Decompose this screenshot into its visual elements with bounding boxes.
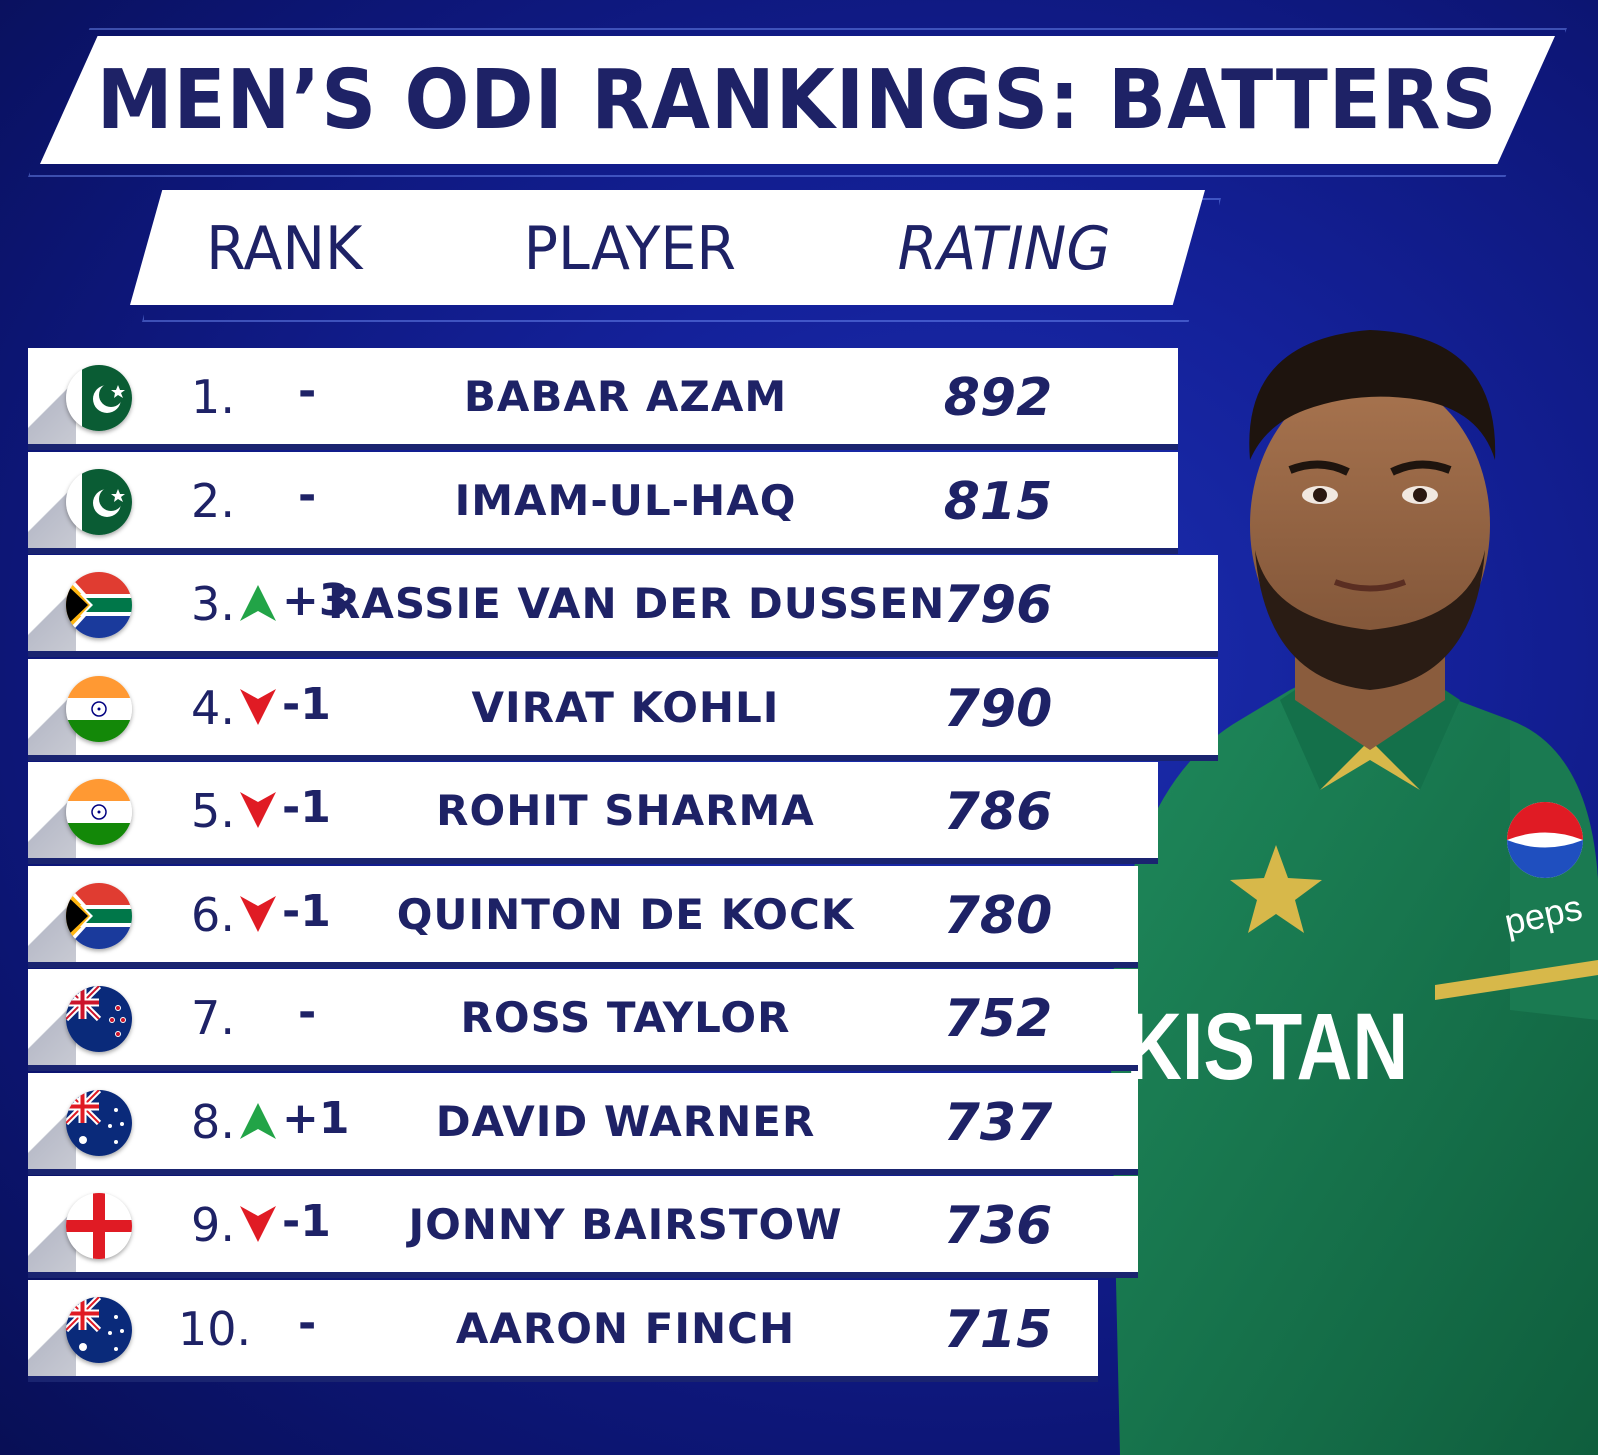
- player-rating: 790: [943, 678, 1053, 739]
- table-row: 1. - BABAR AZAM 892: [28, 348, 1178, 450]
- up-arrow-icon: [238, 583, 278, 623]
- down-arrow-icon: [238, 894, 278, 934]
- rank-number: 3.: [191, 577, 235, 631]
- rank-number: 2.: [191, 473, 235, 528]
- table-row: 4. -1 VIRAT KOHLI 790: [28, 658, 1218, 761]
- south-africa-flag-icon: [66, 882, 132, 949]
- player-rating: 752: [943, 989, 1053, 1049]
- new-zealand-flag-icon: [66, 986, 132, 1052]
- column-header-banner: RANK PLAYER RATING: [130, 190, 1205, 305]
- player-name: RASSIE VAN DER DUSSEN: [328, 579, 946, 628]
- rank-column-header: RANK: [206, 214, 363, 284]
- rank-change: -: [298, 987, 317, 1038]
- rank-change: -1: [238, 1196, 368, 1252]
- player-name: IMAM-UL-HAQ: [454, 475, 797, 525]
- player-rating: 780: [943, 885, 1053, 946]
- table-row: 9. -1 JONNY BAIRSTOW 736: [28, 1176, 1138, 1278]
- rank-number: 7.: [191, 991, 235, 1045]
- rank-change-value: -1: [282, 678, 331, 730]
- rank-change: -: [298, 469, 317, 521]
- rank-change: +1: [238, 1093, 368, 1149]
- rank-number: 9.: [191, 1198, 235, 1252]
- player-name: ROHIT SHARMA: [436, 786, 815, 835]
- player-rating: 736: [943, 1196, 1053, 1256]
- shirt-lettering: KISTAN: [1126, 995, 1408, 1100]
- india-flag-icon: [66, 675, 132, 742]
- rank-change: -: [298, 366, 317, 417]
- title-banner: MEN’S ODI RANKINGS: BATTERS: [40, 36, 1555, 164]
- rank-change: -: [298, 1297, 317, 1349]
- england-flag-icon: [66, 1193, 132, 1259]
- south-africa-flag-icon: [66, 572, 132, 638]
- table-row: 5. -1 ROHIT SHARMA 786: [28, 762, 1158, 864]
- player-name: QUINTON DE KOCK: [396, 889, 855, 939]
- australia-flag-icon: [66, 1296, 132, 1363]
- rank-change: -1: [238, 886, 368, 942]
- down-arrow-icon: [238, 687, 278, 727]
- rank-change-value: -1: [282, 782, 331, 833]
- rank-change: -1: [238, 782, 368, 838]
- rank-number: 10.: [178, 1301, 252, 1356]
- table-row: 8. +1 DAVID WARNER 737: [28, 1072, 1138, 1175]
- table-row: 2. - IMAM-UL-HAQ 815: [28, 451, 1178, 554]
- player-rating: 786: [943, 782, 1053, 842]
- table-row: 6. -1 QUINTON DE KOCK 780: [28, 865, 1138, 968]
- table-row: 7. - ROSS TAYLOR 752: [28, 969, 1138, 1071]
- rank-number: 8.: [191, 1094, 235, 1149]
- player-rating: 737: [943, 1092, 1053, 1153]
- player-rating: 815: [943, 471, 1053, 532]
- down-arrow-icon: [238, 1204, 278, 1244]
- player-name: ROSS TAYLOR: [460, 993, 791, 1042]
- player-column-header: PLAYER: [523, 214, 737, 284]
- india-flag-icon: [66, 779, 132, 845]
- rank-change: +3: [238, 575, 368, 631]
- player-rating: 892: [943, 368, 1053, 428]
- rank-change-value: -1: [282, 885, 331, 937]
- rank-change-value: +3: [282, 575, 350, 626]
- down-arrow-icon: [238, 790, 278, 830]
- up-arrow-icon: [238, 1101, 278, 1141]
- pakistan-flag-icon: [66, 365, 132, 431]
- rank-number: 6.: [191, 887, 235, 942]
- player-name: DAVID WARNER: [435, 1096, 816, 1146]
- rank-number: 5.: [191, 784, 235, 838]
- player-name: AARON FINCH: [455, 1303, 796, 1353]
- player-name: VIRAT KOHLI: [471, 682, 780, 732]
- australia-flag-icon: [66, 1089, 132, 1156]
- player-photo: KISTAN peps: [1110, 330, 1598, 1455]
- pakistan-flag-icon: [66, 468, 132, 535]
- table-row: 10. - AARON FINCH 715: [28, 1279, 1098, 1382]
- rank-change: -1: [238, 679, 368, 735]
- rank-change-value: -1: [282, 1196, 331, 1247]
- rank-change-value: +1: [282, 1092, 350, 1144]
- player-name: JONNY BAIRSTOW: [408, 1200, 843, 1249]
- player-rating: 796: [943, 575, 1053, 635]
- rank-number: 4.: [191, 680, 235, 735]
- rank-number: 1.: [191, 370, 235, 424]
- page-title: MEN’S ODI RANKINGS: BATTERS: [97, 52, 1498, 148]
- table-row: 3. +3 RASSIE VAN DER DUSSEN 796: [28, 555, 1218, 657]
- rating-column-header: RATING: [897, 214, 1111, 284]
- player-name: BABAR AZAM: [463, 372, 788, 421]
- player-rating: 715: [943, 1299, 1053, 1360]
